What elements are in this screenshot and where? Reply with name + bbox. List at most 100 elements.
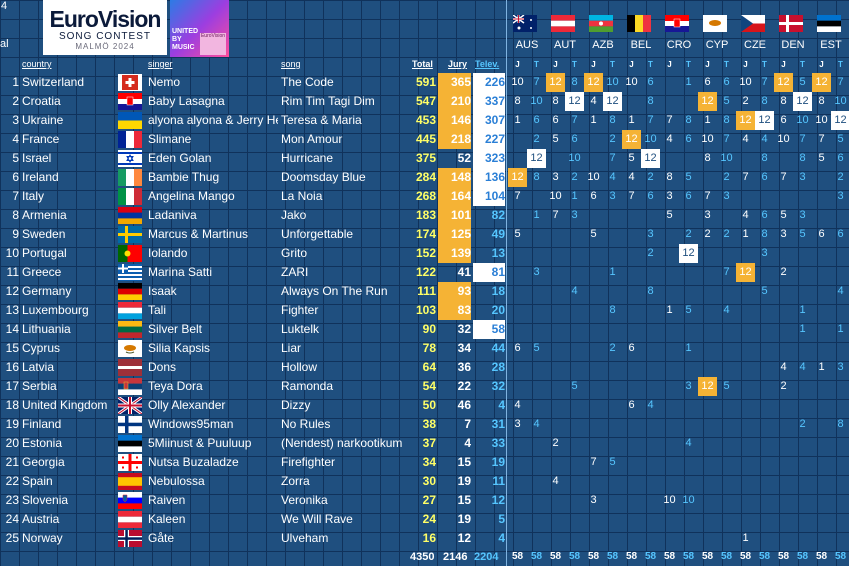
- tele-points-cell: 3: [647, 228, 654, 240]
- tele-points-cell: 4: [837, 285, 844, 297]
- jury-points-cell: 7: [780, 171, 787, 183]
- table-row[interactable]: 20 Estonia 5Miinust & Puuluup (Nendest) nar…: [0, 434, 849, 453]
- table-row[interactable]: 13LuxembourgTaliFighter1038320815414: [0, 301, 849, 320]
- jury-cell: 36: [457, 360, 471, 374]
- jury-cell: 12: [457, 531, 471, 545]
- tele-points-cell: 2: [799, 418, 806, 430]
- tele-points-cell: 7: [647, 114, 654, 126]
- col-header-total[interactable]: Total: [412, 59, 433, 69]
- cro-flag-icon: [665, 15, 689, 32]
- total-cell: 375: [415, 151, 436, 165]
- table-row[interactable]: 19 Finland Windows95man No Rules 38 7 31 3 4 2 8: [0, 415, 849, 434]
- jury-cell: 125: [438, 225, 471, 244]
- table-row[interactable]: 17 Serbia Teya Dora Ramonda 54 22 32 5 3 12 5 2: [0, 377, 849, 396]
- tele-cell: 81: [473, 263, 505, 282]
- tele-points-cell: 10: [606, 76, 619, 88]
- tele-subheader: T: [648, 60, 653, 69]
- col-header-singer[interactable]: singer: [148, 59, 173, 69]
- total-cell: 284: [415, 170, 436, 184]
- total-cell: 30: [422, 474, 436, 488]
- rank-cell: 9: [12, 227, 19, 241]
- song-cell: Ramonda: [281, 379, 334, 393]
- song-cell: Luktelk: [281, 322, 320, 336]
- jury-points-cell: 8: [704, 152, 711, 164]
- table-row[interactable]: 7 Italy Angelina Mango La Noia 268 164 104 7 10 1…: [0, 187, 849, 206]
- col-header-tele[interactable]: Telev.: [475, 59, 500, 69]
- table-row[interactable]: 23 Slovenia Raiven Veronika 27 15 12 3 10 10: [0, 491, 849, 510]
- jury-points-cell: 12: [736, 263, 755, 282]
- table-row[interactable]: 18 United Kingdom Olly Alexander Dizzy 50 46 4…: [0, 396, 849, 415]
- tele-points-cell: 8: [799, 152, 806, 164]
- tele-points-cell: 6: [837, 152, 844, 164]
- table-row[interactable]: 8 Armenia Ladaniva Jako 183 101 82 1 7 3 5 3 4 6 5 3: [0, 206, 849, 225]
- song-cell: Teresa & Maria: [281, 113, 362, 127]
- tele-points-cell: 6: [571, 133, 578, 145]
- column-separator: [506, 0, 507, 566]
- rank-cell: 17: [5, 379, 19, 393]
- singer-cell: Ladaniva: [148, 208, 197, 222]
- table-row[interactable]: 6 Ireland Bambie Thug Doomsday Blue 284 148 13…: [0, 168, 849, 187]
- jury-points-cell: 3: [704, 209, 711, 221]
- tele-points-cell: 8: [609, 114, 616, 126]
- tele-points-cell: 3: [799, 209, 806, 221]
- singer-cell: Marina Satti: [148, 265, 213, 279]
- table-row[interactable]: 10 Portugal Iolando Grito 152 139 13 2 12 3: [0, 244, 849, 263]
- grand-total: 4350: [410, 551, 435, 563]
- jury-cell: 218: [438, 130, 471, 149]
- table-row[interactable]: 16 Latvia Dons Hollow 64 36 28 4 4 1 3: [0, 358, 849, 377]
- est-flag-icon: [817, 15, 841, 32]
- country-cell: Latvia: [22, 360, 55, 374]
- voter-total-cell: 58: [606, 551, 619, 562]
- col-header-song[interactable]: song: [281, 59, 301, 69]
- country-cell: Croatia: [22, 94, 61, 108]
- jury-cell: 101: [438, 206, 471, 225]
- voter-total-cell: 58: [834, 551, 847, 562]
- tele-points-cell: 3: [837, 361, 844, 373]
- tele-points-cell: 5: [571, 380, 578, 392]
- song-cell: We Will Rave: [281, 512, 353, 526]
- jury-points-cell: 5: [818, 152, 825, 164]
- col-header-country[interactable]: country: [22, 59, 52, 69]
- tele-subheader: T: [724, 60, 729, 69]
- col-header-jury[interactable]: Jury: [448, 59, 468, 69]
- voter-total-cell: 58: [701, 551, 714, 562]
- singer-cell: Raiven: [148, 493, 186, 507]
- jury-points-cell: 7: [818, 133, 825, 145]
- jury-points-cell: 4: [590, 95, 597, 107]
- tele-points-cell: 5: [799, 76, 806, 88]
- jury-cell: 146: [438, 111, 471, 130]
- voter-label: BEL: [630, 39, 652, 51]
- aze-flag-icon: [589, 15, 613, 32]
- table-row[interactable]: 25NorwayGåteUlveham1612412: [0, 529, 849, 548]
- table-row[interactable]: 4 France Slimane Mon Amour 445 218 227 2 5 6 2 12 10…: [0, 130, 849, 149]
- tele-cell: 18: [491, 284, 505, 298]
- singer-cell: Marcus & Martinus: [148, 227, 249, 241]
- jury-cell: 164: [438, 187, 471, 206]
- tele-points-cell: 3: [685, 380, 692, 392]
- table-row[interactable]: 5 Israel Eden Golan Hurricane 375 52 323 12 10 7 5…: [0, 149, 849, 168]
- table-row[interactable]: 11 Greece Marina Satti ZARI 122 41 81 3 1 7 12 2: [0, 263, 849, 282]
- jury-cell: 46: [457, 398, 471, 412]
- table-row[interactable]: 15 Cyprus Silia Kapsis Liar 78 34 44 6 5 2 6 1: [0, 339, 849, 358]
- song-cell: The Code: [281, 75, 334, 89]
- eurovision-logo: EuroVision SONG CONTEST MALMÖ 2024: [43, 0, 167, 55]
- table-row[interactable]: 9 Sweden Marcus & Martinus Unforgettable 174…: [0, 225, 849, 244]
- table-row[interactable]: 21 Georgia Nutsa Buzaladze Firefighter 34 15 1…: [0, 453, 849, 472]
- song-cell: Hurricane: [281, 151, 334, 165]
- se-flag-icon: [118, 226, 142, 243]
- tele-points-cell: 7: [571, 114, 578, 126]
- jury-subheader: J: [819, 60, 824, 69]
- tele-points-cell: 2: [533, 133, 540, 145]
- table-row[interactable]: 2 Croatia Baby Lasagna Rim Tim Tagi Dim 547 2…: [0, 92, 849, 111]
- country-cell: United Kingdom: [22, 398, 108, 412]
- table-row[interactable]: 3 Ukraine alyona alyona & Jerry Heil Teresa…: [0, 111, 849, 130]
- table-row[interactable]: 12 Germany Isaak Always On The Run 111 93 18 4 8…: [0, 282, 849, 301]
- table-row[interactable]: 24 Austria Kaleen We Will Rave 24 19 5: [0, 510, 849, 529]
- tele-subheader: T: [800, 60, 805, 69]
- song-cell: Ulveham: [281, 531, 329, 545]
- table-row[interactable]: 22SpainNebulossaZorra30191141: [0, 472, 849, 491]
- table-row[interactable]: 1 Switzerland Nemo The Code 591 365 226 10 7 12 8 1…: [0, 73, 849, 92]
- cze-flag-icon: [741, 15, 765, 32]
- song-cell: ZARI: [281, 265, 309, 279]
